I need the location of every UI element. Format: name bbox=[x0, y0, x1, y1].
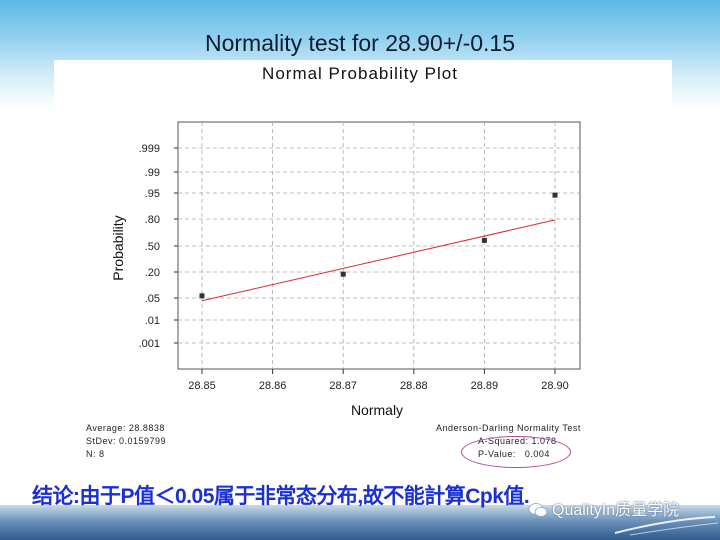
y-tick-label: .999 bbox=[139, 143, 160, 155]
y-tick-label: .001 bbox=[139, 338, 160, 350]
data-point bbox=[199, 293, 205, 299]
y-axis: .999 .99 .95 .80 .50 .20 .05 .01 .001 bbox=[139, 143, 178, 350]
average-stat: Average: 28.8838 bbox=[86, 423, 165, 433]
x-tick-label: 28.88 bbox=[400, 380, 428, 392]
watermark-text: QualityIn质量学院 bbox=[552, 502, 680, 519]
data-point bbox=[481, 237, 487, 243]
swoosh-decoration bbox=[614, 516, 719, 536]
wechat-icon bbox=[528, 503, 548, 517]
x-tick-label: 28.89 bbox=[471, 380, 499, 392]
watermark: QualityIn质量学院 bbox=[528, 496, 679, 520]
y-tick-label: .95 bbox=[145, 188, 160, 200]
x-tick-label: 28.85 bbox=[188, 380, 216, 392]
y-tick-label: .99 bbox=[145, 167, 160, 179]
descriptive-stats: Average: 28.8838 StDev: 0.0159799 N: 8 bbox=[86, 422, 166, 461]
y-tick-label: .01 bbox=[145, 315, 160, 327]
y-axis-label: Probability bbox=[110, 215, 126, 280]
y-tick-label: .05 bbox=[145, 293, 160, 305]
y-tick-label: .80 bbox=[145, 214, 160, 226]
test-title: Anderson-Darling Normality Test bbox=[436, 423, 581, 433]
highlight-ellipse bbox=[461, 436, 571, 468]
gridlines bbox=[178, 122, 580, 369]
data-point bbox=[340, 271, 346, 277]
x-tick-label: 28.86 bbox=[259, 380, 287, 392]
conclusion-text: 结论:由于P值＜0.05属于非常态分布,故不能計算Cpk值. bbox=[32, 485, 530, 508]
plot-frame bbox=[177, 121, 581, 370]
fit-line bbox=[201, 219, 556, 302]
x-axis-label: Normaly bbox=[351, 402, 403, 418]
slide-title: Normality test for 28.90+/-0.15 bbox=[204, 30, 515, 56]
x-tick-label: 28.90 bbox=[541, 380, 569, 392]
y-tick-label: .50 bbox=[145, 241, 160, 253]
x-axis: 28.85 28.86 28.87 28.88 28.89 28.90 bbox=[188, 369, 569, 392]
y-tick-label: .20 bbox=[145, 267, 160, 279]
x-tick-label: 28.87 bbox=[329, 380, 357, 392]
stdev-stat: StDev: 0.0159799 bbox=[86, 436, 167, 446]
footer-gradient-background bbox=[0, 505, 720, 540]
chart-title: Normal Probability Plot bbox=[262, 64, 458, 83]
n-stat: N: 8 bbox=[86, 449, 105, 459]
data-points bbox=[199, 192, 558, 299]
data-point bbox=[552, 192, 558, 198]
